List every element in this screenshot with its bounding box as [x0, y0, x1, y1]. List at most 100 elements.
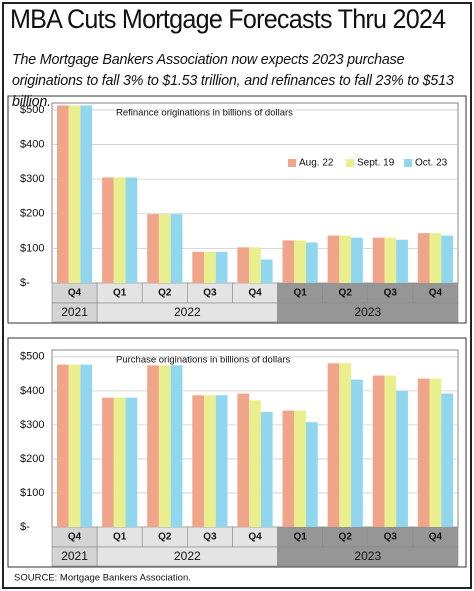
group-label: 2022 [174, 305, 201, 319]
y-tick-label: $- [20, 521, 30, 533]
bar [372, 237, 385, 283]
bar [282, 240, 295, 283]
x-tick-label: Q3 [384, 288, 398, 299]
legend-label: Aug. 22 [299, 158, 334, 169]
bar [429, 378, 442, 527]
bar [204, 251, 216, 283]
chart-title: Purchase originations in billions of dol… [116, 355, 291, 366]
x-tick-label: Q1 [113, 288, 127, 299]
bar [429, 233, 442, 283]
legend-swatch [288, 159, 296, 167]
group-cell [277, 302, 459, 323]
bar [441, 393, 454, 527]
x-tick-label: Q3 [384, 532, 398, 543]
bar [282, 410, 295, 527]
bar [305, 422, 318, 527]
source: SOURCE: Mortgage Bankers Association. [14, 573, 191, 584]
x-tick-label: Q4 [429, 288, 443, 299]
bar [260, 411, 273, 527]
y-tick-label: $400 [20, 385, 44, 397]
x-tick-label: Q4 [248, 532, 262, 543]
legend-swatch [404, 159, 412, 167]
legend-label: Sept. 19 [357, 158, 395, 169]
x-tick-label: Q2 [158, 532, 172, 543]
legend-label: Oct. 23 [415, 158, 448, 169]
x-tick-label: Q4 [68, 532, 82, 543]
bar [396, 390, 408, 527]
bar [237, 393, 250, 527]
group-label: 2021 [61, 305, 88, 319]
bar [384, 237, 397, 283]
y-tick-label: $300 [20, 419, 44, 431]
bar [327, 363, 340, 527]
bar [417, 378, 430, 527]
bar [237, 247, 250, 283]
bar [56, 105, 69, 283]
y-tick-label: $200 [20, 453, 44, 465]
bar [56, 364, 69, 527]
x-tick-label: Q4 [68, 288, 82, 299]
x-tick-label: Q4 [248, 288, 262, 299]
bar [80, 105, 93, 283]
bar [158, 365, 171, 527]
bar [204, 395, 216, 527]
bar [80, 364, 93, 527]
bar [102, 177, 114, 283]
bar [147, 214, 159, 283]
bar [113, 397, 126, 527]
x-tick-label: Q2 [339, 288, 353, 299]
bar [441, 235, 454, 283]
bar [294, 240, 306, 283]
bar [260, 259, 273, 283]
y-tick-label: $400 [20, 138, 44, 150]
panel [7, 337, 467, 568]
bar [192, 395, 205, 527]
bar [170, 365, 183, 527]
y-tick-label: $500 [20, 351, 44, 363]
bar [102, 397, 114, 527]
bar [68, 105, 81, 283]
bar [192, 251, 205, 283]
x-tick-label: Q3 [203, 532, 217, 543]
bar [158, 214, 171, 283]
y-tick-label: $200 [20, 208, 44, 220]
x-tick-label: Q3 [203, 288, 217, 299]
bar [294, 410, 306, 527]
bar [249, 400, 261, 527]
y-tick-label: $100 [20, 242, 44, 254]
x-tick-label: Q2 [158, 288, 172, 299]
x-tick-label: Q1 [293, 532, 307, 543]
bar [125, 397, 138, 527]
group-label: 2023 [354, 549, 381, 563]
x-tick-label: Q1 [293, 288, 307, 299]
x-tick-label: Q1 [113, 532, 127, 543]
bar [327, 235, 340, 283]
bar [305, 242, 318, 283]
y-tick-label: $100 [20, 487, 44, 499]
bar [68, 364, 81, 527]
y-tick-label: $- [20, 277, 30, 289]
bar [351, 237, 363, 283]
page-title: MBA Cuts Mortgage Forecasts Thru 2024 [10, 4, 446, 34]
bar [249, 247, 261, 283]
bar [113, 177, 126, 283]
group-label: 2022 [174, 549, 201, 563]
bar [372, 375, 385, 527]
x-tick-label: Q2 [339, 532, 353, 543]
bar [170, 214, 183, 283]
bar [215, 395, 228, 527]
bar [351, 379, 363, 527]
chart-title: Refinance originations in billions of do… [116, 108, 293, 119]
page-subtitle: The Mortgage Bankers Association now exp… [12, 52, 454, 110]
y-tick-label: $500 [20, 104, 44, 116]
y-tick-label: $300 [20, 173, 44, 185]
group-label: 2021 [61, 549, 88, 563]
group-cell [277, 546, 459, 567]
legend-swatch [346, 159, 354, 167]
group-label: 2023 [354, 305, 381, 319]
bar [147, 365, 159, 527]
panel [7, 95, 467, 324]
bar [384, 375, 397, 527]
